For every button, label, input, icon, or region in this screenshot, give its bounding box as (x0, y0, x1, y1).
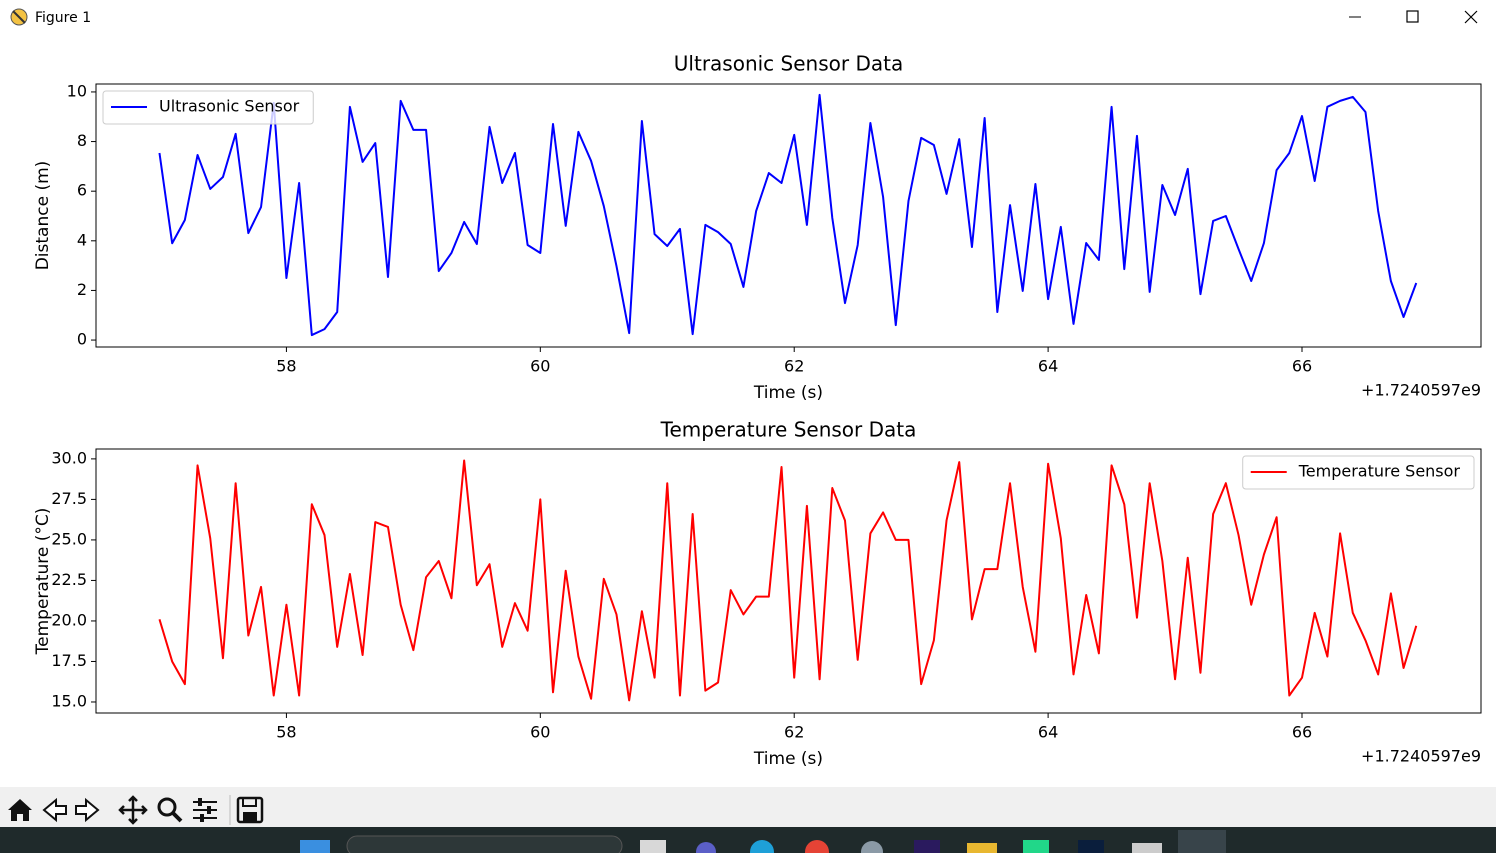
axes-frame (95, 83, 1482, 348)
title-bar (0, 0, 1496, 35)
x-tick-label: 60 (530, 723, 550, 742)
y-tick-label: 8 (77, 131, 87, 150)
legend-label: Temperature Sensor (1298, 462, 1461, 481)
y-tick-label: 0 (77, 330, 87, 349)
chart-title: Temperature Sensor Data (660, 418, 917, 442)
y-tick-label: 6 (77, 181, 87, 200)
chart-title: Ultrasonic Sensor Data (674, 52, 903, 76)
axes-frame (95, 448, 1482, 714)
search-box[interactable] (346, 835, 623, 853)
forward-button[interactable] (75, 797, 100, 823)
y-tick-label: 15.0 (51, 691, 87, 710)
x-tick-label: 62 (784, 357, 804, 376)
close-button[interactable] (1446, 2, 1496, 32)
y-tick-label: 25.0 (51, 529, 87, 548)
y-tick-label: 10 (67, 81, 87, 100)
y-tick-label: 17.5 (51, 651, 87, 670)
legend: Ultrasonic Sensor (102, 90, 314, 125)
x-tick-label: 58 (276, 357, 296, 376)
x-tick-label: 66 (1292, 723, 1312, 742)
start-button[interactable] (300, 840, 330, 853)
x-tick-label: 58 (276, 723, 296, 742)
legend-box (1242, 455, 1475, 490)
minimize-button[interactable] (1330, 2, 1380, 32)
pan-button[interactable] (118, 795, 148, 825)
legend-box (102, 90, 314, 125)
x-offset-label: +1.7240597e9 (1361, 747, 1481, 766)
taskbar-apps (640, 830, 1226, 853)
y-tick-label: 30.0 (51, 448, 87, 467)
y-tick-label: 4 (77, 230, 87, 249)
x-tick-label: 60 (530, 357, 550, 376)
x-offset-label: +1.7240597e9 (1361, 381, 1481, 400)
toolbar (0, 787, 1496, 827)
y-tick-label: 22.5 (51, 570, 87, 589)
taskbar (0, 827, 1496, 853)
save-button[interactable] (236, 796, 264, 824)
y-tick-label: 27.5 (51, 489, 87, 508)
data-line (158, 93, 1418, 337)
zoom-button[interactable] (157, 797, 183, 823)
y-tick-label: 2 (77, 280, 87, 299)
maximize-button[interactable] (1388, 2, 1438, 32)
legend-label: Ultrasonic Sensor (159, 97, 300, 116)
y-tick-label: 20.0 (51, 610, 87, 629)
window-title: Figure 1 (35, 10, 91, 26)
x-tick-label: 62 (784, 723, 804, 742)
configure-button[interactable] (193, 798, 217, 822)
home-button[interactable] (8, 799, 32, 821)
x-tick-label: 64 (1038, 357, 1058, 376)
x-axis-label: Time (s) (753, 749, 823, 769)
back-button[interactable] (42, 797, 67, 823)
y-axis-label: Temperature (°C) (33, 508, 53, 656)
y-axis-label: Distance (m) (33, 161, 53, 271)
x-axis-label: Time (s) (753, 383, 823, 403)
x-tick-label: 64 (1038, 723, 1058, 742)
x-tick-label: 66 (1292, 357, 1312, 376)
app-icon (10, 8, 28, 26)
legend: Temperature Sensor (1242, 455, 1475, 490)
data-line (158, 459, 1418, 702)
